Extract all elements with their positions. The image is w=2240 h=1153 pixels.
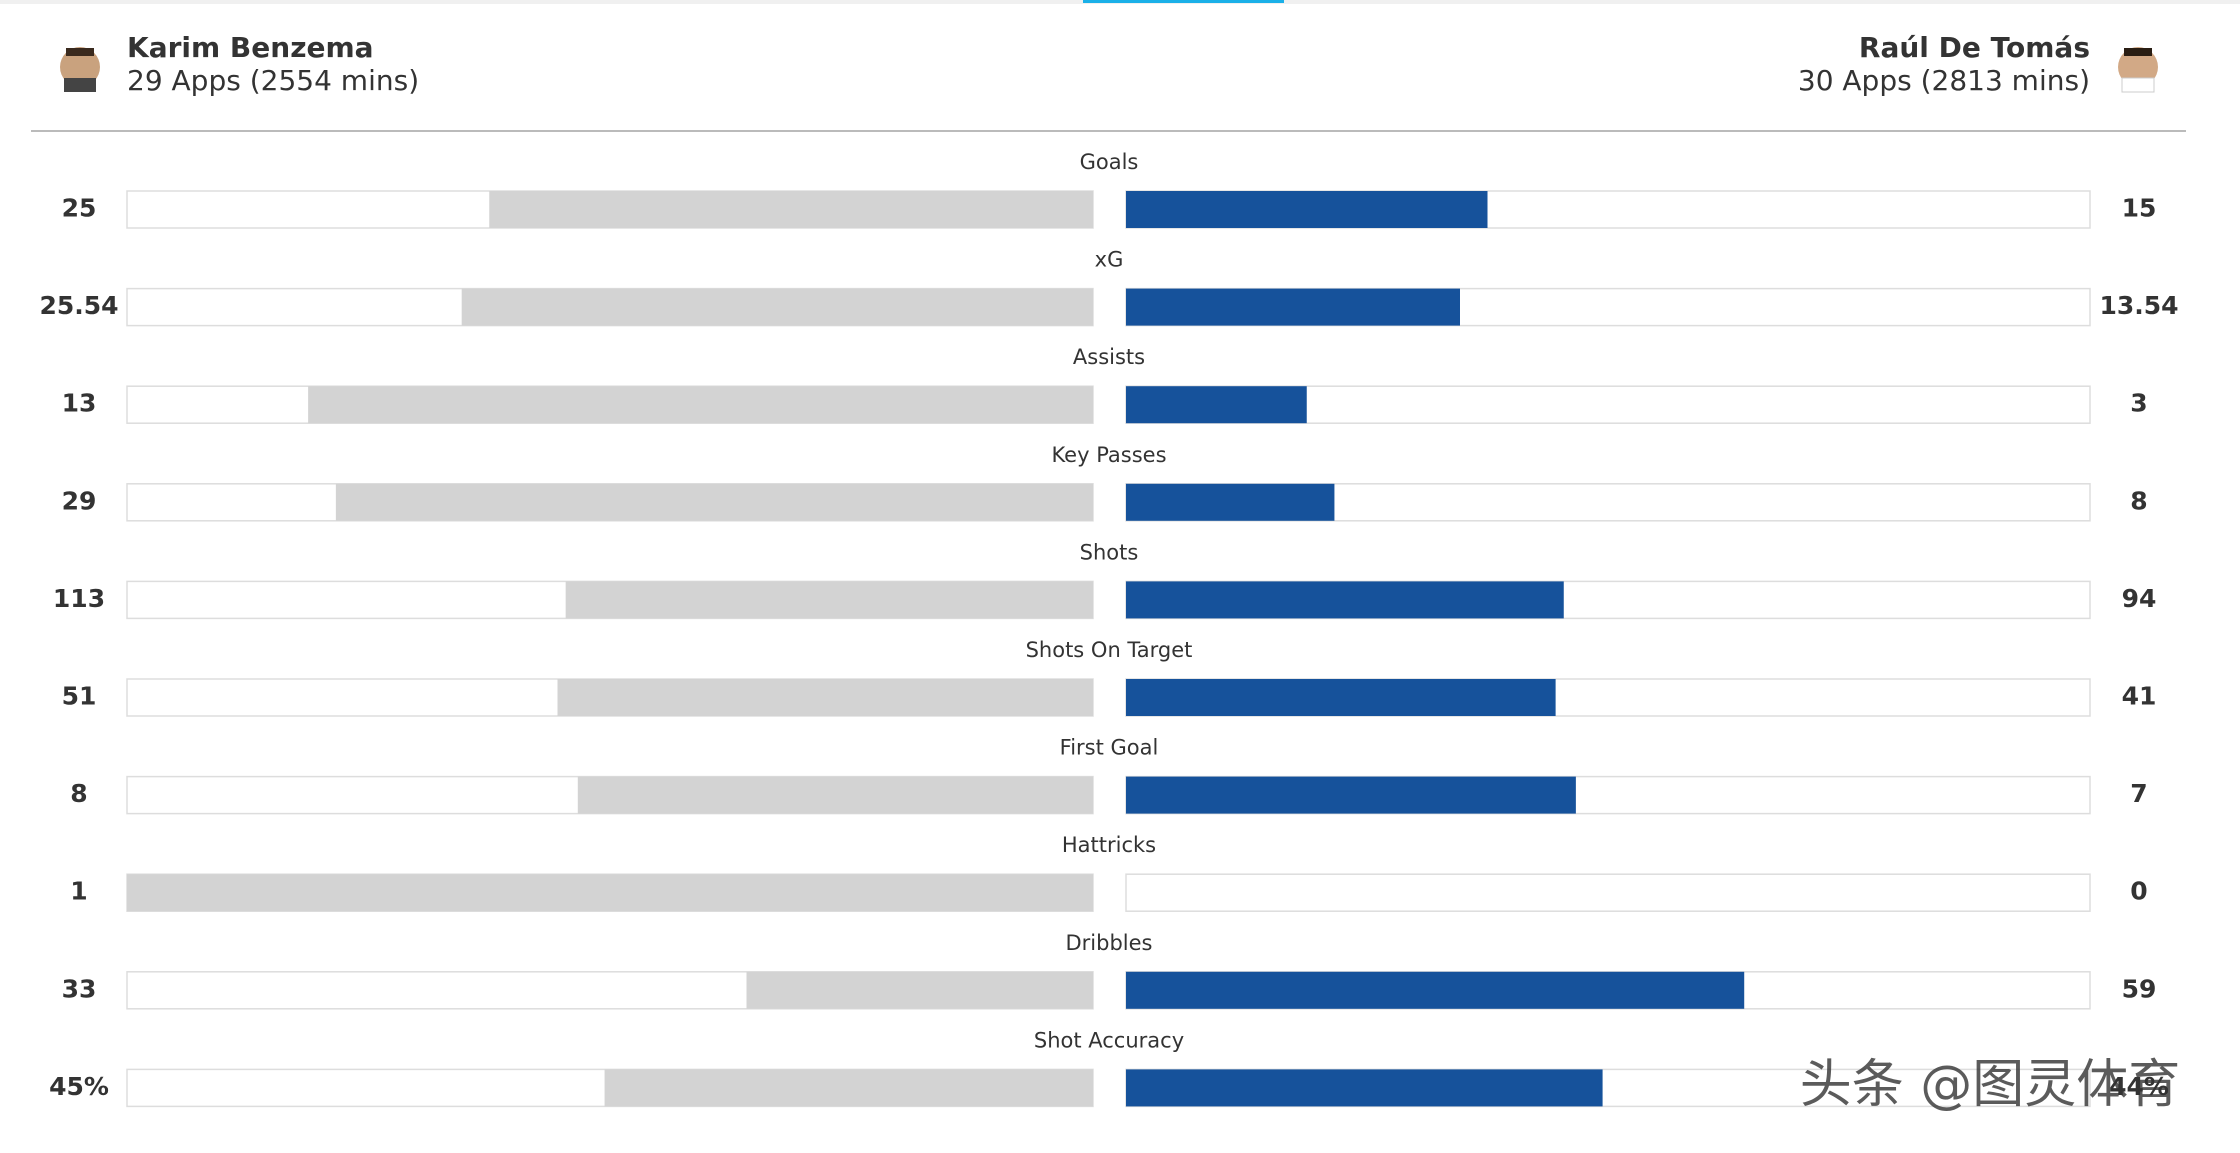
bar-right (1126, 679, 1556, 716)
stat-label: Hattricks (1062, 833, 1156, 857)
value-right: 13.54 (2099, 291, 2178, 320)
bar-right (1126, 288, 1460, 326)
bar-right (1126, 776, 1576, 814)
stat-label: First Goal (1060, 736, 1159, 760)
value-right: 7 (2130, 779, 2147, 808)
watermark: 头条 @图灵体育 (1800, 1055, 2181, 1115)
bar-right (1126, 971, 1745, 1009)
value-left: 51 (62, 682, 97, 711)
value-left: 33 (62, 974, 97, 1003)
bar-right (1126, 483, 1335, 521)
value-left: 113 (53, 584, 105, 613)
player-name: Raúl De Tomás (1859, 31, 2090, 64)
value-left: 45% (49, 1072, 109, 1101)
value-right: 15 (2122, 194, 2157, 223)
value-right: 41 (2122, 682, 2157, 711)
avatar-left (60, 47, 100, 92)
player-apps: 30 Apps (2813 mins) (1798, 64, 2090, 97)
value-left: 8 (70, 779, 87, 808)
bar-left (565, 581, 1093, 619)
bar-left (746, 971, 1093, 1009)
stat-label: Shot Accuracy (1034, 1028, 1184, 1052)
value-right: 59 (2122, 974, 2157, 1003)
bar-right (1126, 581, 1564, 619)
stat-label: Goals (1080, 150, 1139, 174)
avatar-right (2118, 47, 2158, 93)
bar-right (1126, 191, 1488, 228)
stat-label: Dribbles (1066, 931, 1153, 955)
value-right: 0 (2130, 877, 2147, 906)
value-right: 8 (2130, 486, 2147, 515)
bar-right (1126, 386, 1307, 424)
value-right: 3 (2130, 389, 2147, 418)
bar-track (1125, 873, 2091, 912)
bar-left (461, 288, 1093, 326)
value-left: 13 (62, 389, 97, 418)
bar-left (577, 776, 1093, 814)
value-left: 29 (62, 486, 97, 515)
value-right: 94 (2122, 584, 2157, 613)
player-apps: 29 Apps (2554 mins) (127, 64, 419, 97)
bar-left (127, 874, 1093, 912)
bar-left (308, 386, 1093, 424)
value-right: 44% (2109, 1072, 2169, 1101)
active-tab[interactable] (1083, 0, 1284, 3)
bar-left (604, 1069, 1093, 1107)
value-left: 25.54 (39, 291, 118, 320)
stat-label: xG (1095, 248, 1124, 272)
bar-left (557, 679, 1093, 716)
player-name: Karim Benzema (127, 31, 374, 64)
stat-label: Shots On Target (1026, 638, 1193, 662)
bar-left (489, 191, 1093, 228)
value-left: 1 (70, 877, 87, 906)
stat-label: Key Passes (1051, 443, 1166, 467)
value-left: 25 (62, 194, 97, 223)
bar-left (335, 483, 1093, 521)
stat-label: Shots (1080, 540, 1139, 564)
bar-right (1126, 1069, 1603, 1107)
stat-label: Assists (1073, 345, 1145, 369)
